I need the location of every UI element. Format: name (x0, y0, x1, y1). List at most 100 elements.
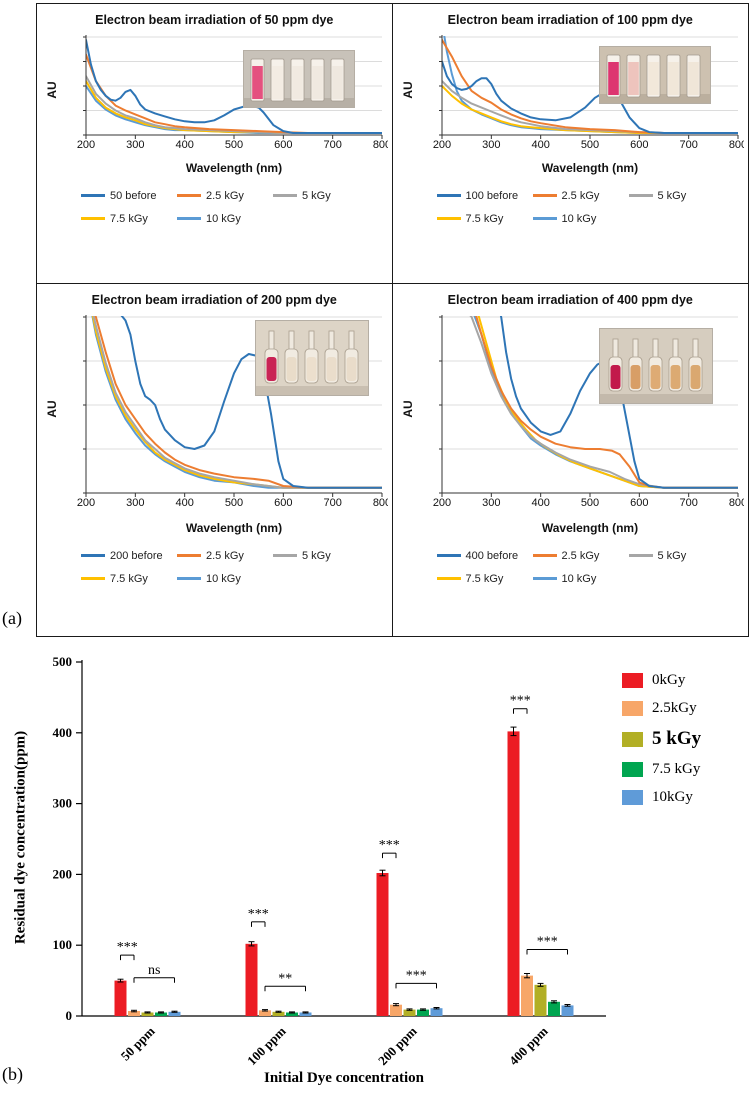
significance-annotations: ***ns***************** (117, 694, 568, 992)
svg-text:600: 600 (274, 139, 292, 151)
legend-label: 50 before (110, 189, 157, 202)
series-lines (91, 315, 383, 489)
series-lines (469, 315, 739, 489)
photo-inset-svg (599, 329, 712, 403)
bar-legend-item-5-kGy: 5 kGy (622, 728, 701, 750)
legend-line-marker (273, 194, 297, 197)
legend-label: 10 kGy (206, 212, 241, 225)
legend-item-7.5-kGy: 7.5 kGy (436, 212, 533, 225)
error-bars (117, 726, 571, 1014)
svg-text:100 ppm: 100 ppm (244, 1023, 289, 1068)
legend-label: 0kGy (652, 672, 686, 688)
photo-inset-svg (599, 47, 710, 103)
svg-text:Wavelength (nm): Wavelength (nm) (542, 161, 638, 175)
legend-line-marker (628, 554, 653, 557)
spectra-chart-50ppm: 200 300 400 500 600 700 800 Wavelength (nm) AU (45, 34, 388, 175)
legend-label: 7.5 kGy (652, 761, 701, 777)
svg-text:200: 200 (77, 139, 95, 151)
category-labels: 50 ppm 100 ppm 200 ppm 400 ppm (118, 1023, 551, 1068)
figure-label-a: (a) (2, 608, 22, 628)
svg-text:***: *** (510, 694, 531, 709)
legend-swatch (622, 762, 643, 777)
legend-item-5-kGy: 5 kGy (628, 189, 725, 202)
svg-text:500: 500 (53, 654, 73, 669)
svg-text:100: 100 (53, 937, 73, 952)
spectra-chart-400ppm: 200 300 400 500 600 700 800 Wavelength (nm) AU (401, 314, 744, 535)
bar-100-ppm-10kGy (299, 1012, 312, 1016)
svg-text:Wavelength (nm): Wavelength (nm) (186, 521, 282, 535)
axis-labels: Wavelength (nm) AU (45, 81, 282, 175)
legend-item-5-kGy: 5 kGy (273, 190, 369, 202)
svg-text:0: 0 (66, 1008, 73, 1023)
svg-text:***: *** (406, 968, 427, 983)
legend-line-marker (81, 554, 105, 557)
legend-line-marker (436, 194, 461, 197)
legend-item-100-before: 100 before (436, 190, 533, 202)
spectra-chart-200ppm: 200 300 400 500 600 700 800 Wavelength (nm) AU (45, 314, 388, 535)
cuvette-photo-inset-50ppm (243, 50, 355, 108)
axes (83, 314, 383, 497)
chart-legend-400ppm: 400 before 2.5 kGy 5 kGy 7.5 kGy 10 kGy (436, 549, 737, 585)
flask-photo-inset-400ppm (598, 328, 713, 404)
bar-chart-legend: 0kGy 2.5kGy 5 kGy 7.5 kGy 10kGy (622, 672, 701, 806)
legend-item-10-kGy: 10 kGy (532, 572, 629, 585)
axis-labels: Wavelength (nm) AU (401, 400, 638, 535)
svg-text:Wavelength (nm): Wavelength (nm) (186, 161, 282, 175)
bar-400-ppm-7.5-kGy (548, 1001, 560, 1016)
legend-line-marker (177, 217, 201, 220)
legend-line-marker (436, 577, 461, 580)
svg-text:500: 500 (581, 497, 599, 509)
svg-text:200: 200 (77, 497, 95, 509)
legend-label: 5 kGy (302, 189, 331, 202)
svg-text:400: 400 (176, 497, 194, 509)
bar-50-ppm-5-kGy (141, 1012, 154, 1016)
legend-swatch (622, 701, 643, 716)
legend-label: 10 kGy (206, 572, 241, 585)
svg-text:200 ppm: 200 ppm (375, 1023, 420, 1068)
legend-label: 7.5 kGy (465, 212, 504, 225)
bar-100-ppm-5-kGy (272, 1011, 285, 1016)
svg-text:800: 800 (729, 139, 744, 151)
spectra-panel-100ppm: Electron beam irradiation of 100 ppm dye… (392, 4, 748, 284)
bars (114, 731, 574, 1016)
bar-50-ppm-2.5kGy (128, 1011, 140, 1016)
legend-label: 2.5 kGy (561, 549, 600, 562)
legend-label: 7.5 kGy (465, 572, 504, 585)
legend-label: 5 kGy (657, 189, 687, 202)
legend-label: 2.5kGy (652, 700, 697, 716)
spectra-panel-50ppm: Electron beam irradiation of 50 ppm dye … (37, 4, 393, 284)
legend-item-5-kGy: 5 kGy (273, 550, 369, 562)
svg-text:***: *** (117, 940, 138, 955)
svg-text:700: 700 (680, 497, 698, 509)
bar-y-axis-label: Residual dye concentration(ppm) (12, 730, 29, 945)
photo-inset-svg (256, 321, 368, 395)
photo-inset-svg (244, 51, 354, 107)
svg-text:700: 700 (680, 139, 698, 151)
legend-item-7.5-kGy: 7.5 kGy (81, 573, 177, 585)
svg-text:AU: AU (45, 400, 59, 417)
legend-label: 200 before (110, 549, 163, 562)
legend-item-2.5-kGy: 2.5 kGy (177, 190, 273, 202)
legend-label: 5 kGy (652, 728, 702, 749)
series-lines (442, 35, 739, 134)
svg-text:500: 500 (581, 139, 599, 151)
spectra-panel-200ppm: Electron beam irradiation of 200 ppm dye… (37, 284, 393, 636)
x-tick-labels: 200 300 400 500 600 700 800 (77, 139, 388, 151)
svg-text:600: 600 (274, 497, 292, 509)
legend-label: 2.5 kGy (206, 189, 244, 202)
legend-line-marker (532, 217, 557, 220)
svg-text:400: 400 (176, 139, 194, 151)
bar-legend-item-7.5-kGy: 7.5 kGy (622, 761, 701, 778)
svg-text:800: 800 (373, 497, 388, 509)
legend-label: 10 kGy (561, 572, 597, 585)
bar-400-ppm-5-kGy (534, 984, 547, 1016)
legend-item-10-kGy: 10 kGy (532, 213, 629, 225)
legend-label: 400 before (465, 549, 519, 562)
legend-item-7.5-kGy: 7.5 kGy (81, 213, 177, 225)
bar-chart-section: Residual dye concentration(ppm) 0 100 200 3… (0, 646, 751, 1101)
bar-200-ppm-5-kGy (403, 1009, 416, 1016)
legend-line-marker (177, 194, 201, 197)
axis-labels: Wavelength (nm) AU (45, 400, 282, 535)
legend-item-2.5-kGy: 2.5 kGy (177, 550, 273, 562)
